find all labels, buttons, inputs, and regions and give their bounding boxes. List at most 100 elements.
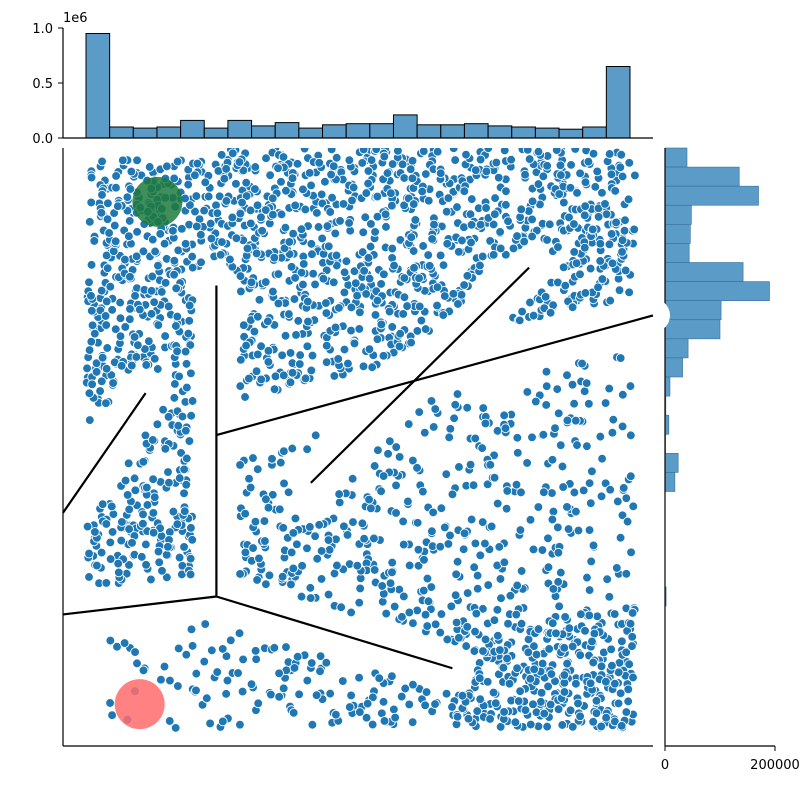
scatter-point	[344, 155, 355, 166]
scatter-point	[200, 619, 211, 629]
scatter-point	[205, 218, 216, 229]
scatter-point	[132, 226, 142, 237]
scatter-point	[552, 522, 563, 533]
scatter-point	[395, 235, 406, 245]
scatter-point	[454, 632, 464, 643]
scatter-point	[105, 281, 116, 292]
scatter-point	[435, 250, 446, 261]
scatter-point	[623, 696, 634, 707]
scatter-point	[404, 560, 415, 571]
scatter-point	[452, 556, 463, 567]
scatter-point	[376, 279, 386, 289]
scatter-point	[373, 445, 383, 456]
scatter-point	[286, 261, 297, 272]
scatter-point	[101, 296, 112, 307]
scatter-point	[109, 220, 120, 231]
scatter-point	[140, 539, 151, 550]
scatter-point	[432, 148, 443, 157]
scatter-point	[364, 344, 375, 355]
scatter-point	[263, 316, 273, 327]
scatter-point	[138, 518, 148, 529]
scatter-point	[260, 205, 271, 215]
scatter-point	[492, 604, 503, 615]
top-hist-bar	[392, 114, 418, 139]
scatter-point	[511, 609, 522, 620]
scatter-point	[420, 700, 431, 711]
scatter-point	[296, 591, 307, 602]
scatter-point	[585, 263, 596, 274]
scatter-point	[579, 210, 590, 221]
scatter-point	[149, 353, 160, 364]
scatter-point	[86, 290, 96, 301]
scatter-point	[184, 300, 195, 311]
scatter-point	[423, 250, 434, 260]
scatter-point	[538, 429, 549, 440]
right-hist-bar	[664, 224, 691, 244]
scatter-point	[248, 453, 258, 463]
scatter-point	[150, 246, 160, 257]
scatter-point	[490, 698, 501, 709]
scatter-point	[153, 260, 163, 271]
scatter-point	[186, 523, 196, 533]
scatter-point	[368, 692, 378, 703]
scatter-point	[235, 460, 245, 470]
scatter-point	[496, 593, 506, 604]
top-hist-bar	[463, 123, 489, 139]
scatter-point	[567, 302, 578, 313]
right-hist-bar	[664, 185, 759, 206]
scatter-point	[450, 155, 461, 165]
scatter-point	[382, 168, 393, 178]
scatter-point	[257, 225, 267, 236]
scatter-point	[147, 435, 158, 445]
top-hist-ytick-label: 1.0	[32, 22, 53, 37]
scatter-point	[562, 370, 572, 381]
scatter-point	[97, 352, 108, 363]
scatter-point	[408, 199, 419, 209]
scatter-point	[428, 507, 438, 518]
scatter-point	[102, 263, 113, 274]
right-hist-xtick-label: 200000	[750, 758, 800, 773]
scatter-point	[553, 408, 564, 419]
scatter-point	[472, 583, 483, 594]
scatter-point	[221, 164, 232, 174]
scatter-point	[625, 430, 636, 441]
scatter-point	[117, 517, 127, 527]
scatter-point	[268, 286, 278, 297]
scatter-point	[212, 208, 223, 218]
scatter-point	[91, 367, 102, 377]
scatter-point	[199, 656, 210, 667]
scatter-point	[403, 419, 414, 429]
scatter-point	[394, 452, 405, 462]
scatter-point	[597, 274, 608, 284]
scatter-point	[133, 340, 143, 351]
scatter-point	[164, 716, 175, 726]
scatter-point	[268, 209, 278, 220]
scatter-point	[242, 243, 253, 254]
scatter-point	[465, 459, 476, 470]
scatter-point	[286, 547, 297, 558]
scatter-point	[495, 574, 506, 584]
scatter-point	[163, 411, 174, 422]
scatter-point	[579, 242, 590, 253]
scatter-point	[435, 627, 446, 638]
scatter-point	[529, 664, 540, 675]
scatter-point	[406, 337, 416, 348]
scatter-point	[627, 608, 638, 618]
scatter-point	[578, 485, 589, 496]
scatter-point	[489, 450, 499, 461]
scatter-point	[477, 517, 488, 527]
wall-line	[62, 392, 147, 514]
scatter-point	[321, 308, 332, 318]
scatter-point	[446, 601, 457, 612]
scatter-point	[153, 546, 164, 557]
scatter-point	[82, 363, 92, 374]
scatter-point	[407, 717, 418, 728]
top-hist-bar	[511, 126, 536, 139]
scatter-point	[438, 310, 449, 320]
scatter-point	[86, 172, 97, 183]
scatter-point	[492, 498, 503, 509]
scatter-point	[287, 173, 298, 184]
scatter-point	[124, 504, 135, 515]
scatter-point	[442, 634, 453, 645]
scatter-point	[628, 672, 638, 683]
